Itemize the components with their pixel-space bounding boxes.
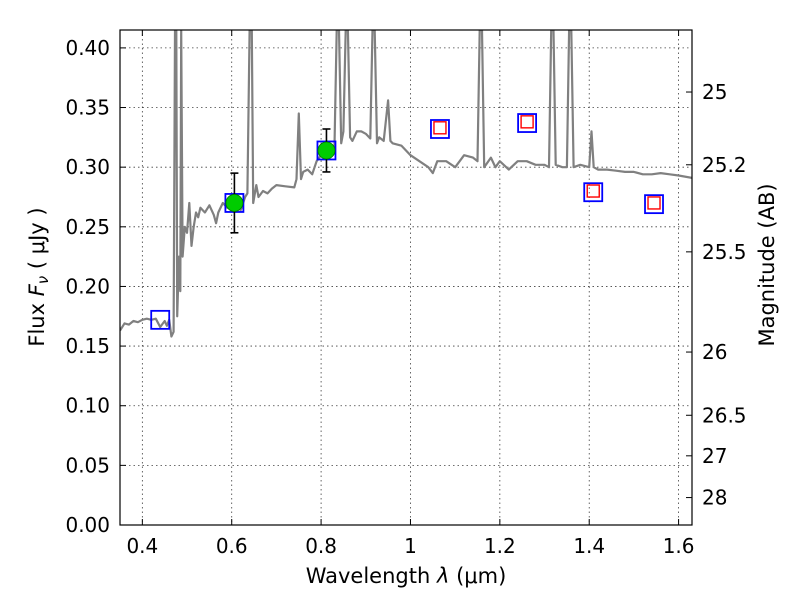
red-square-marker-2 <box>586 184 600 198</box>
x-tick-label-6: 1.6 <box>663 534 695 558</box>
blue-square-marker-5 <box>583 182 604 203</box>
x-axis-label: Wavelength λ (μm) <box>306 564 507 588</box>
y2-tick-label-1: 25.2 <box>702 153 747 177</box>
y-axis-label: Flux Fν ( μJy ) <box>25 207 52 346</box>
red-square-marker-3 <box>647 196 661 210</box>
red-square-marker-1 <box>520 115 534 129</box>
y-axis-label-sub: ν <box>34 276 52 284</box>
y2-tick-label-0: 25 <box>702 80 727 104</box>
blue-square-marker-6 <box>644 194 664 215</box>
y2-tick-label-2: 25.5 <box>702 240 747 264</box>
x-tick-label-0: 0.4 <box>126 534 158 558</box>
y2-tick-label-4: 26.5 <box>702 403 747 427</box>
x-tick-label-1: 0.6 <box>216 534 248 558</box>
y-axis-label-prefix: Flux <box>25 296 49 346</box>
y-tick-label-5: 0.25 <box>65 215 110 239</box>
y-tick-label-1: 0.05 <box>65 453 110 477</box>
blue-square-marker-0 <box>150 309 171 330</box>
y2-tick-label-6: 28 <box>702 486 727 510</box>
green-circle-marker-1 <box>317 141 336 160</box>
y-tick-label-0: 0.00 <box>65 513 110 537</box>
red-square-marker-0 <box>433 121 447 135</box>
plot-area <box>120 30 692 338</box>
y-tick-label-8: 0.40 <box>65 36 110 60</box>
plot-frame <box>119 29 693 526</box>
x-axis-label-prefix: Wavelength <box>306 564 437 588</box>
x-axis-label-symbol: λ <box>436 564 449 588</box>
spectrum-line <box>120 30 692 338</box>
x-tick-label-4: 1.2 <box>484 534 516 558</box>
y2-tick-label-3: 26 <box>702 340 727 364</box>
y-tick-label-6: 0.30 <box>65 155 110 179</box>
x-tick-label-5: 1.4 <box>573 534 605 558</box>
y2-tick-label-5: 27 <box>702 444 727 468</box>
x-tick-label-3: 1 <box>404 534 417 558</box>
green-circle-marker-0 <box>225 194 244 212</box>
blue-square-marker-3 <box>430 119 450 139</box>
x-axis-label-unit: (μm) <box>449 564 506 588</box>
blue-square-marker-4 <box>517 113 538 133</box>
y-tick-label-7: 0.35 <box>65 96 110 120</box>
y-tick-label-3: 0.15 <box>65 334 110 358</box>
x-tick-label-2: 0.8 <box>305 534 337 558</box>
y2-axis-label: Magnitude (AB) <box>755 183 779 346</box>
y-axis-label-unit: ( μJy ) <box>25 207 49 275</box>
axes: 0.4 0.6 0.8 1 1.2 1.4 1.6 0.00 0.05 0.10 0.15 0.20 0… <box>65 30 747 558</box>
y-axis-label-symbol: F <box>25 283 49 296</box>
y-tick-label-2: 0.10 <box>65 394 110 418</box>
y-tick-label-4: 0.20 <box>65 274 110 298</box>
grid-lines <box>120 30 692 526</box>
